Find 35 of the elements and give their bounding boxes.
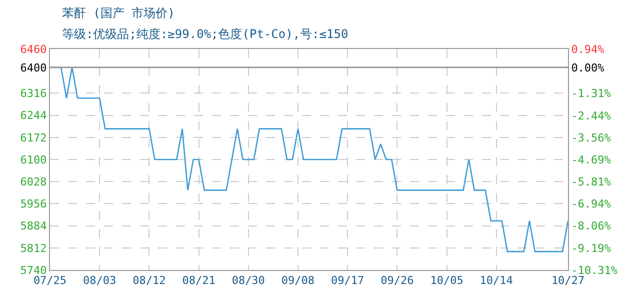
y-tick-label: 5740 [20, 264, 47, 277]
x-tick-label: 09/08 [281, 274, 315, 288]
y-tick-label: 5884 [20, 220, 48, 233]
y2-tick-label: -9.19% [571, 242, 612, 255]
y-tick-label: 6028 [20, 175, 47, 188]
y2-tick-label: -8.06% [571, 220, 612, 233]
chart-title: 苯酐 (国产 市场价) [62, 6, 175, 20]
x-tick-label: 10/14 [480, 274, 514, 288]
x-tick-label: 08/21 [182, 274, 216, 288]
x-tick-label: 07/25 [33, 274, 67, 288]
y-tick-label: 6244 [20, 109, 48, 122]
chart-subtitle: 等级:优级品;纯度:≥99.0%;色度(Pt-Co),号:≤150 [62, 27, 348, 41]
y-tick-label: 5956 [20, 198, 47, 211]
y2-tick-label: -5.81% [571, 175, 612, 188]
x-tick-label: 10/05 [430, 274, 464, 288]
y-tick-label: 6460 [20, 42, 47, 56]
x-tick-label: 08/12 [132, 274, 166, 288]
y-tick-label: 6400 [20, 61, 47, 74]
x-tick-label: 10/27 [551, 274, 585, 288]
x-tick-label: 09/17 [331, 274, 364, 288]
x-tick-label: 08/03 [83, 274, 116, 288]
y-tick-label: 6172 [20, 131, 47, 144]
y2-tick-label: 0.94% [571, 42, 605, 56]
y2-tick-label: -10.31% [571, 264, 618, 277]
y-tick-label: 6316 [20, 87, 47, 100]
x-tick-label: 09/26 [380, 274, 414, 288]
y2-tick-label: -3.56% [571, 131, 612, 144]
x-tick-label: 08/30 [232, 274, 265, 288]
y2-tick-label: 0.00% [571, 61, 605, 74]
y2-tick-label: -4.69% [571, 153, 612, 166]
y2-tick-label: -1.31% [571, 87, 612, 100]
y-tick-label: 6100 [20, 153, 47, 166]
y2-tick-label: -2.44% [571, 109, 612, 122]
y-tick-label: 5812 [20, 242, 47, 255]
y2-tick-label: -6.94% [571, 198, 612, 211]
